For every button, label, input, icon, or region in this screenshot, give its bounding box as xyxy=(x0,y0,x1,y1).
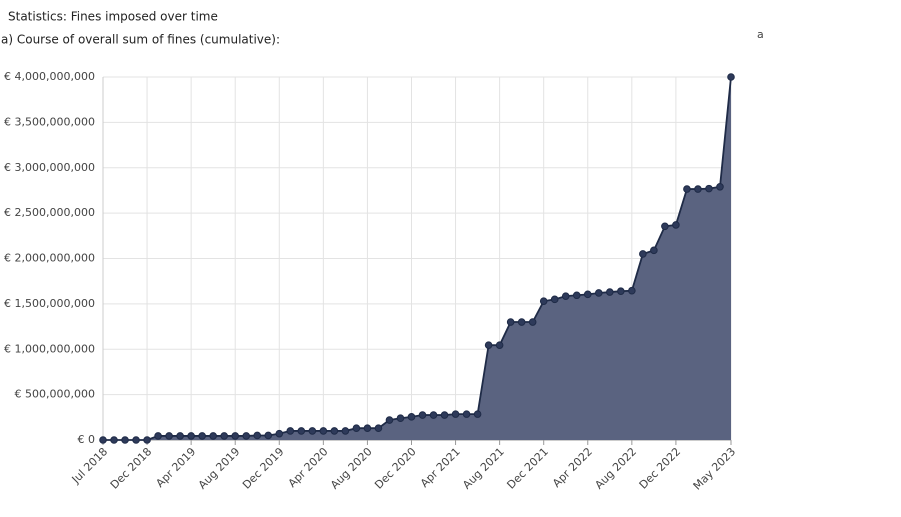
x-tick-label: Aug 2022 xyxy=(592,445,639,492)
point xyxy=(462,410,471,418)
y-tick-label: € 2,000,000,000 xyxy=(4,252,95,265)
y-tick-label: € 3,000,000,000 xyxy=(4,161,95,174)
point xyxy=(132,436,140,444)
y-tick-label: € 4,000,000,000 xyxy=(4,70,95,83)
y-tick-label: € 1,500,000,000 xyxy=(4,297,95,310)
point xyxy=(220,432,228,440)
point xyxy=(440,411,449,419)
point xyxy=(672,221,680,229)
point xyxy=(121,436,129,444)
point xyxy=(583,290,592,299)
point xyxy=(165,432,173,440)
point xyxy=(683,185,691,193)
point xyxy=(242,432,251,440)
point xyxy=(110,436,118,444)
point xyxy=(154,432,162,440)
point xyxy=(319,427,328,435)
page-title: Statistics: Fines imposed over time xyxy=(8,10,218,24)
point xyxy=(209,432,217,440)
x-tick-label: Apr 2021 xyxy=(418,445,463,490)
x-tick-label: Jul 2018 xyxy=(69,445,111,487)
point xyxy=(661,222,669,231)
point xyxy=(617,287,625,295)
point xyxy=(176,432,184,440)
point xyxy=(561,292,570,300)
x-tick-label: Aug 2021 xyxy=(460,445,507,492)
point xyxy=(275,429,284,438)
point xyxy=(418,411,427,419)
x-tick-label: Aug 2020 xyxy=(328,445,375,492)
x-tick-label: Dec 2018 xyxy=(108,445,155,492)
point xyxy=(628,286,636,295)
point xyxy=(352,424,361,433)
point xyxy=(694,185,702,193)
point xyxy=(473,410,482,418)
point xyxy=(639,250,647,258)
point xyxy=(506,318,515,326)
point xyxy=(264,431,273,440)
point xyxy=(308,427,317,435)
point xyxy=(517,318,526,326)
point xyxy=(385,416,394,424)
point xyxy=(374,424,383,433)
point xyxy=(650,246,658,255)
x-tick-label: Apr 2019 xyxy=(153,445,198,490)
y-tick-label: € 3,500,000,000 xyxy=(4,115,95,128)
y-tick-label: € 500,000,000 xyxy=(15,388,95,401)
point xyxy=(716,183,724,191)
y-tick-label: € 1,000,000,000 xyxy=(4,342,95,355)
point xyxy=(286,427,295,435)
line xyxy=(103,76,732,441)
chart-subtitle: a) Course of overall sum of fines (cumul… xyxy=(1,33,280,47)
point xyxy=(297,427,306,435)
x-tick-label: Apr 2022 xyxy=(550,445,595,490)
point xyxy=(550,295,559,304)
point xyxy=(407,413,416,421)
point xyxy=(572,291,581,300)
point xyxy=(495,341,504,349)
point xyxy=(231,432,240,440)
point xyxy=(363,424,372,433)
point xyxy=(429,411,438,419)
x-tick-label: Dec 2019 xyxy=(240,445,287,492)
point xyxy=(396,414,405,423)
point xyxy=(484,341,493,349)
point xyxy=(330,427,339,435)
point xyxy=(99,436,107,444)
x-tick-label: Apr 2020 xyxy=(286,445,331,490)
x-tick-label: Dec 2022 xyxy=(637,445,684,492)
point xyxy=(253,431,262,440)
point xyxy=(539,297,548,305)
side-text: a xyxy=(757,28,764,41)
point xyxy=(143,436,151,444)
x-tick-label: May 2023 xyxy=(691,445,739,493)
point xyxy=(528,318,537,326)
x-tick-label: Aug 2019 xyxy=(196,445,243,492)
point xyxy=(727,73,735,81)
point xyxy=(451,410,460,418)
y-tick-label: € 2,500,000,000 xyxy=(4,206,95,219)
point xyxy=(198,432,206,440)
point xyxy=(606,288,614,296)
point xyxy=(594,289,603,297)
x-tick-label: Dec 2021 xyxy=(504,445,551,492)
point xyxy=(341,427,350,435)
point xyxy=(705,184,713,193)
y-tick-label: € 0 xyxy=(78,433,96,446)
area xyxy=(103,77,731,440)
x-tick-label: Dec 2020 xyxy=(372,445,419,492)
point xyxy=(187,432,195,440)
